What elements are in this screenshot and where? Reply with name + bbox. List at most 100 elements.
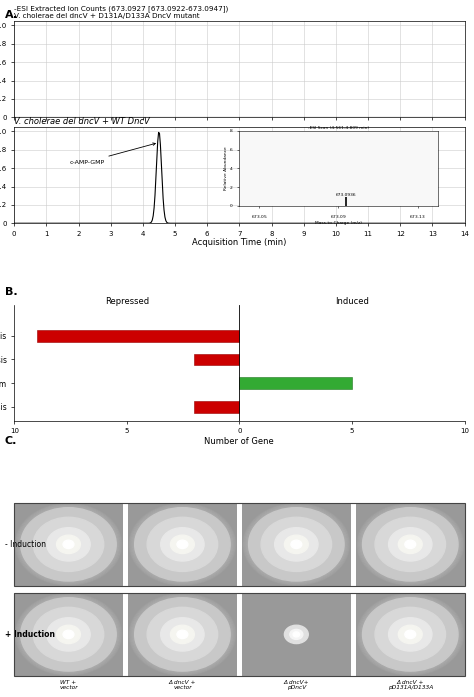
Circle shape xyxy=(135,598,230,671)
Circle shape xyxy=(26,602,111,667)
Circle shape xyxy=(130,595,235,675)
Circle shape xyxy=(140,602,225,667)
Circle shape xyxy=(363,507,458,581)
Circle shape xyxy=(261,517,332,572)
Circle shape xyxy=(243,503,349,585)
Circle shape xyxy=(56,625,81,643)
Circle shape xyxy=(18,595,119,673)
Text: c-AMP-GMP: c-AMP-GMP xyxy=(69,143,155,164)
Circle shape xyxy=(252,510,341,579)
Circle shape xyxy=(141,513,224,576)
Circle shape xyxy=(362,507,459,582)
Circle shape xyxy=(250,509,343,580)
Text: -ESI Extracted Ion Counts (673.0927 [673.0922-673.0947])
V. cholerae del dncV + : -ESI Extracted Ion Counts (673.0927 [673… xyxy=(14,6,228,19)
Circle shape xyxy=(131,505,233,583)
Circle shape xyxy=(133,506,232,583)
Circle shape xyxy=(284,535,308,553)
Circle shape xyxy=(248,507,344,581)
Circle shape xyxy=(363,598,458,671)
Circle shape xyxy=(130,505,235,584)
Circle shape xyxy=(23,599,114,669)
Circle shape xyxy=(251,510,342,579)
Circle shape xyxy=(21,598,116,671)
Text: Δ dncV+
pDncV: Δ dncV+ pDncV xyxy=(283,680,309,690)
Circle shape xyxy=(375,517,446,572)
Circle shape xyxy=(19,507,117,582)
Circle shape xyxy=(33,517,104,572)
Circle shape xyxy=(19,597,117,672)
Circle shape xyxy=(27,603,109,666)
Circle shape xyxy=(29,514,108,574)
Bar xyxy=(36,330,239,342)
Circle shape xyxy=(284,625,308,643)
Circle shape xyxy=(135,507,230,581)
Circle shape xyxy=(18,596,118,673)
Circle shape xyxy=(367,601,454,668)
Circle shape xyxy=(369,603,452,666)
Text: Δ dncV +
pD131A/D133A: Δ dncV + pD131A/D133A xyxy=(388,680,433,690)
Circle shape xyxy=(360,596,460,673)
Text: - Induction: - Induction xyxy=(5,540,46,549)
Circle shape xyxy=(290,629,303,639)
Circle shape xyxy=(47,618,90,651)
Circle shape xyxy=(360,506,460,583)
Circle shape xyxy=(371,514,449,574)
Circle shape xyxy=(18,505,119,583)
Circle shape xyxy=(142,604,223,665)
Circle shape xyxy=(405,540,416,549)
Circle shape xyxy=(171,535,194,553)
Circle shape xyxy=(367,511,454,578)
Circle shape xyxy=(139,601,226,668)
Circle shape xyxy=(255,513,337,576)
Circle shape xyxy=(177,630,188,638)
Circle shape xyxy=(291,540,302,549)
Circle shape xyxy=(293,632,300,637)
Circle shape xyxy=(389,528,432,561)
Circle shape xyxy=(28,514,109,575)
Circle shape xyxy=(138,600,227,668)
Circle shape xyxy=(56,535,81,553)
Circle shape xyxy=(147,607,218,661)
Circle shape xyxy=(63,540,74,549)
Circle shape xyxy=(364,509,457,580)
Circle shape xyxy=(371,604,449,664)
Circle shape xyxy=(365,599,456,669)
X-axis label: Number of Gene: Number of Gene xyxy=(204,437,274,446)
Circle shape xyxy=(258,515,334,574)
Text: V. cholerae del dncV + WT DncV: V. cholerae del dncV + WT DncV xyxy=(14,117,150,126)
Circle shape xyxy=(139,511,226,578)
Circle shape xyxy=(33,607,104,661)
Text: Induced: Induced xyxy=(335,298,369,306)
Circle shape xyxy=(372,605,448,664)
Circle shape xyxy=(359,505,461,583)
Circle shape xyxy=(17,505,120,584)
Circle shape xyxy=(129,594,236,675)
Circle shape xyxy=(161,618,204,651)
Circle shape xyxy=(369,513,452,576)
Circle shape xyxy=(247,507,345,582)
Circle shape xyxy=(22,509,115,580)
Circle shape xyxy=(17,595,120,675)
Circle shape xyxy=(21,598,116,671)
Circle shape xyxy=(246,505,347,583)
Circle shape xyxy=(145,605,220,664)
Circle shape xyxy=(362,597,459,672)
Circle shape xyxy=(363,598,458,671)
Bar xyxy=(194,353,239,365)
Circle shape xyxy=(21,507,116,581)
Circle shape xyxy=(253,511,340,578)
Circle shape xyxy=(389,618,432,651)
Circle shape xyxy=(30,515,107,574)
Circle shape xyxy=(398,625,422,643)
Circle shape xyxy=(358,505,462,584)
Circle shape xyxy=(138,510,227,579)
Circle shape xyxy=(18,506,118,583)
Circle shape xyxy=(141,603,224,666)
Circle shape xyxy=(25,601,112,668)
Circle shape xyxy=(358,595,462,675)
Circle shape xyxy=(244,505,348,584)
Circle shape xyxy=(405,630,416,638)
Circle shape xyxy=(134,507,231,582)
Circle shape xyxy=(24,510,113,579)
Circle shape xyxy=(47,528,90,561)
